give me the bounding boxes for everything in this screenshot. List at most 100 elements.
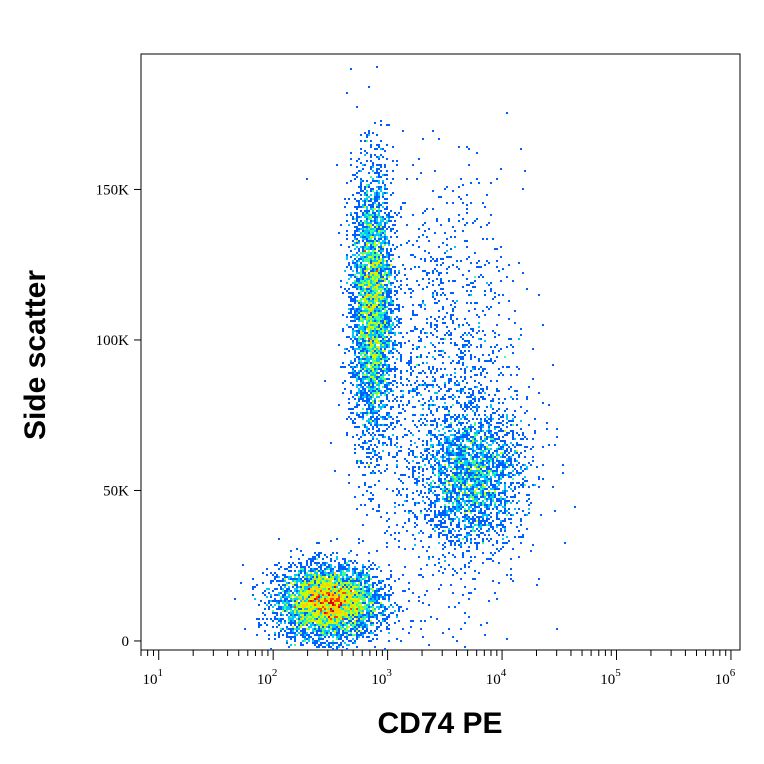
data-point xyxy=(366,442,368,444)
data-point xyxy=(470,522,472,524)
data-point xyxy=(386,268,388,270)
data-point xyxy=(324,604,326,606)
data-point xyxy=(282,608,284,610)
data-point xyxy=(336,634,338,636)
data-point xyxy=(390,406,392,408)
data-point xyxy=(340,604,342,606)
data-point xyxy=(268,606,270,608)
data-point xyxy=(354,262,356,264)
data-point xyxy=(484,514,486,516)
data-point xyxy=(374,380,376,382)
data-point xyxy=(384,270,386,272)
data-point xyxy=(294,578,296,580)
data-point xyxy=(376,424,378,426)
data-point xyxy=(364,358,366,360)
data-point xyxy=(390,576,392,578)
data-point xyxy=(364,424,366,426)
data-point xyxy=(334,572,336,574)
data-point xyxy=(346,316,348,318)
data-point xyxy=(500,504,502,506)
data-point xyxy=(366,244,368,246)
data-point xyxy=(370,376,372,378)
data-point xyxy=(376,332,378,334)
data-point xyxy=(360,504,362,506)
data-point xyxy=(324,646,326,648)
data-point xyxy=(368,184,370,186)
data-point xyxy=(372,358,374,360)
data-point xyxy=(300,572,302,574)
data-point xyxy=(486,456,488,458)
data-point xyxy=(474,414,476,416)
data-point xyxy=(456,456,458,458)
data-point xyxy=(448,448,450,450)
data-point xyxy=(350,412,352,414)
data-point xyxy=(364,252,366,254)
data-point xyxy=(454,500,456,502)
data-point xyxy=(350,598,352,600)
data-point xyxy=(438,444,440,446)
data-point xyxy=(356,596,358,598)
data-point xyxy=(378,224,380,226)
data-point xyxy=(370,408,372,410)
data-point xyxy=(384,370,386,372)
data-point xyxy=(378,386,380,388)
data-point xyxy=(384,202,386,204)
data-point xyxy=(364,412,366,414)
data-point xyxy=(382,226,384,228)
data-point xyxy=(368,254,370,256)
data-point xyxy=(312,570,314,572)
data-point xyxy=(392,228,394,230)
data-point xyxy=(372,406,374,408)
data-point xyxy=(376,328,378,330)
data-point xyxy=(340,622,342,624)
data-point xyxy=(356,630,358,632)
data-point xyxy=(364,212,366,214)
data-point xyxy=(384,606,386,608)
data-point xyxy=(302,566,304,568)
data-point xyxy=(322,606,324,608)
data-point xyxy=(316,592,318,594)
data-point xyxy=(502,448,504,450)
data-point xyxy=(356,344,358,346)
data-point xyxy=(350,366,352,368)
data-point xyxy=(466,428,468,430)
data-point xyxy=(372,370,374,372)
data-point xyxy=(336,578,338,580)
data-point xyxy=(480,508,482,510)
data-point xyxy=(362,564,364,566)
data-point xyxy=(386,488,388,490)
data-point xyxy=(348,576,350,578)
data-point xyxy=(450,508,452,510)
data-point xyxy=(358,592,360,594)
data-point xyxy=(452,448,454,450)
data-point xyxy=(372,202,374,204)
data-point xyxy=(496,486,498,488)
data-point xyxy=(360,598,362,600)
data-point xyxy=(372,298,374,300)
data-point xyxy=(484,474,486,476)
data-point xyxy=(370,358,372,360)
data-point xyxy=(296,588,298,590)
data-point xyxy=(358,316,360,318)
data-point xyxy=(360,446,362,448)
data-point xyxy=(370,632,372,634)
data-point xyxy=(386,394,388,396)
data-point xyxy=(304,590,306,592)
data-point xyxy=(386,288,388,290)
data-point xyxy=(364,132,366,134)
data-point xyxy=(368,250,370,252)
data-point xyxy=(374,598,376,600)
data-point xyxy=(378,264,380,266)
data-point xyxy=(468,402,470,404)
data-point xyxy=(274,564,276,566)
data-point xyxy=(336,612,338,614)
data-point xyxy=(382,246,384,248)
data-point xyxy=(366,200,368,202)
data-point xyxy=(380,232,382,234)
data-point xyxy=(424,458,426,460)
data-point xyxy=(340,582,342,584)
data-point xyxy=(376,306,378,308)
data-point xyxy=(368,302,370,304)
data-point xyxy=(388,628,390,630)
data-point xyxy=(322,582,324,584)
